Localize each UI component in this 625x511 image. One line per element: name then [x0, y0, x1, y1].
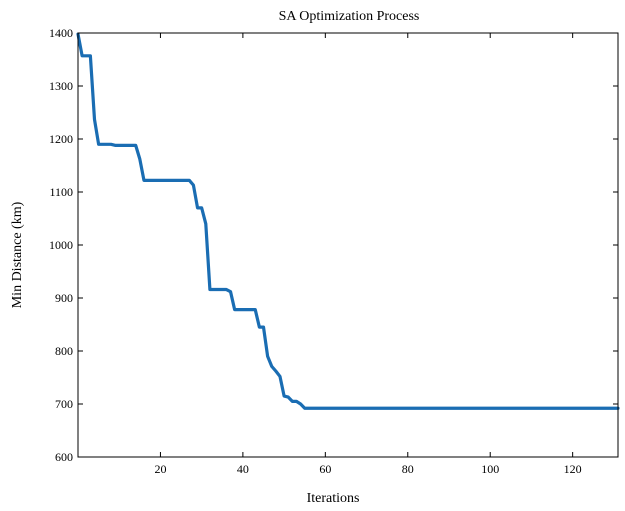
x-tick-label: 120	[564, 462, 582, 476]
axes-frame	[77, 32, 619, 458]
y-tick-label: 1200	[49, 132, 73, 146]
series-line	[76, 32, 620, 410]
x-tick-label: 60	[319, 462, 331, 476]
y-tick-label: 900	[55, 291, 73, 305]
y-tick-label: 800	[55, 344, 73, 358]
plot-area	[76, 32, 620, 410]
y-tick-label: 1400	[49, 26, 73, 40]
x-tick-label: 40	[237, 462, 249, 476]
y-tick-label: 700	[55, 397, 73, 411]
x-axis-label: Iterations	[307, 491, 360, 506]
y-tick-label: 1100	[49, 185, 73, 199]
x-tick-label: 80	[402, 462, 414, 476]
x-tick-label: 100	[481, 462, 499, 476]
y-tick-label: 1000	[49, 238, 73, 252]
y-tick-label: 1300	[49, 79, 73, 93]
y-tick-label: 600	[55, 450, 73, 464]
x-tick-label: 20	[154, 462, 166, 476]
y-axis-label: Min Distance (km)	[10, 201, 25, 308]
chart-title: SA Optimization Process	[279, 9, 420, 24]
